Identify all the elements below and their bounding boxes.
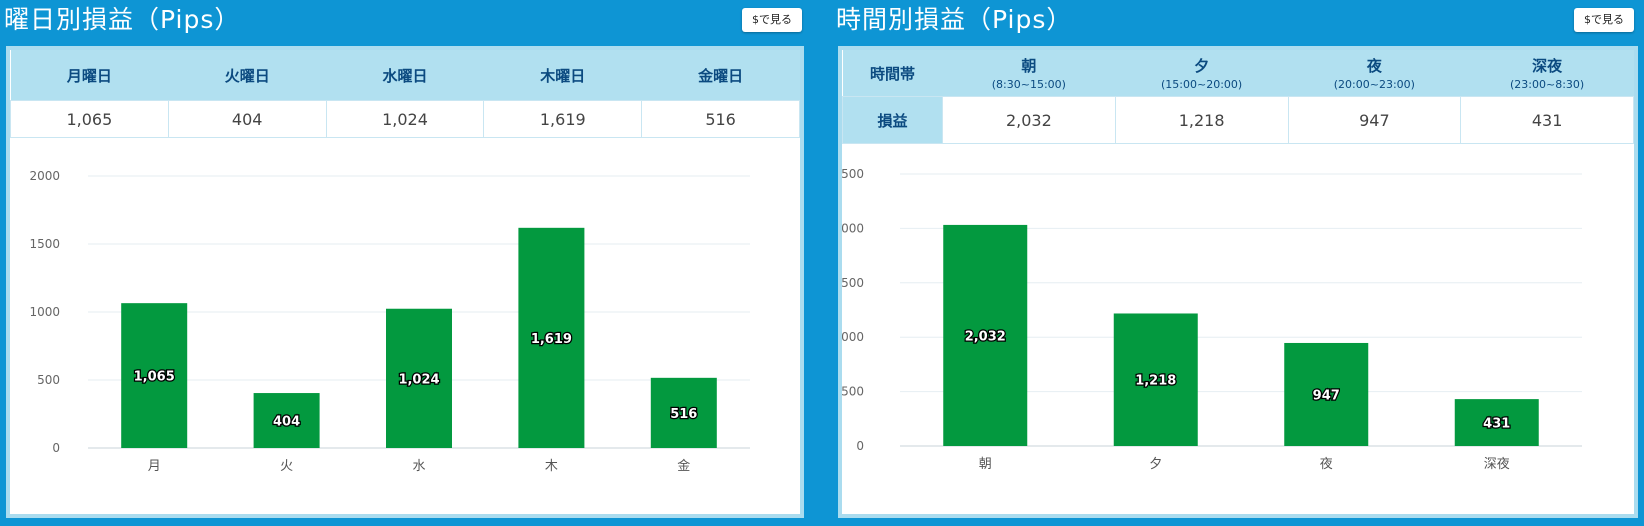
bar bbox=[518, 227, 585, 448]
timeslot-header-latenight: 深夜 (23:00~8:30) bbox=[1460, 50, 1634, 97]
weekday-panel-title: 曜日別損益（Pips） bbox=[4, 5, 241, 34]
y-tick-label: 0 bbox=[856, 439, 864, 453]
bar bbox=[386, 308, 452, 448]
bar-data-label: 1,065 bbox=[134, 370, 175, 385]
bar bbox=[650, 377, 717, 448]
x-tick-label: 深夜 bbox=[1484, 457, 1510, 472]
x-tick-label: 水 bbox=[412, 459, 425, 474]
bar bbox=[1454, 399, 1539, 446]
timeslot-value-morning: 2,032 bbox=[942, 96, 1116, 144]
weekday-panel: 曜日別損益（Pips） $で見る 月曜日 火曜日 水曜日 木曜日 金曜日 1,0… bbox=[0, 0, 808, 526]
timeslot-header-night: 夜 (20:00~23:00) bbox=[1288, 50, 1461, 97]
bar-data-label: 516 bbox=[670, 407, 697, 422]
weekday-value-wed: 1,024 bbox=[325, 100, 485, 138]
weekday-value-fri: 516 bbox=[641, 100, 800, 138]
weekday-value-thu: 1,619 bbox=[483, 100, 643, 138]
y-tick-label: 2000 bbox=[842, 221, 864, 235]
timeslot-header-row: 時間帯 朝 (8:30~15:00) 夕 (15:00~20:00) 夜 (20:00… bbox=[842, 50, 1634, 97]
y-tick-label: 1000 bbox=[842, 330, 864, 344]
x-tick-label: 金 bbox=[677, 458, 690, 474]
timeslot-header-morning: 朝 (8:30~15:00) bbox=[942, 50, 1116, 97]
bar bbox=[1284, 342, 1369, 446]
timeslot-bar-chart: 0 500 1000 1500 2000 2500 2,032 朝 1,218 夕 947 夜 431 深… bbox=[842, 167, 1582, 472]
y-tick-label: 1500 bbox=[29, 237, 60, 251]
bar-data-label: 1,619 bbox=[531, 332, 572, 347]
weekday-value-row: 1,065 404 1,024 1,619 516 bbox=[10, 100, 800, 138]
timeslot-value-evening: 1,218 bbox=[1114, 96, 1289, 144]
timeslot-value-night: 947 bbox=[1287, 96, 1462, 144]
weekday-header-row: 月曜日 火曜日 水曜日 木曜日 金曜日 bbox=[10, 50, 800, 101]
bar-data-label: 431 bbox=[1483, 417, 1510, 432]
weekday-usd-button[interactable]: $で見る bbox=[742, 8, 802, 32]
weekday-card: 月曜日 火曜日 水曜日 木曜日 金曜日 1,065 404 1,024 1,61… bbox=[6, 46, 804, 518]
bar bbox=[121, 303, 188, 448]
timeslot-panel: 時間別損益（Pips） $で見る 時間帯 朝 (8:30~15:00) 夕 (15:… bbox=[832, 0, 1644, 526]
weekday-header-tue: 火曜日 bbox=[168, 50, 327, 101]
y-tick-label: 2000 bbox=[29, 169, 60, 183]
timeslot-summary-table: 時間帯 朝 (8:30~15:00) 夕 (15:00~20:00) 夜 (20:00… bbox=[842, 50, 1634, 144]
weekday-value-mon: 1,065 bbox=[10, 100, 169, 138]
y-tick-label: 500 bbox=[842, 385, 864, 399]
y-tick-label: 0 bbox=[52, 441, 60, 455]
x-tick-label: 夕 bbox=[1149, 457, 1162, 472]
bar bbox=[943, 224, 1028, 446]
timeslot-panel-title: 時間別損益（Pips） bbox=[836, 5, 1073, 34]
timeslot-corner-label: 時間帯 bbox=[842, 50, 943, 97]
bar-data-label: 404 bbox=[273, 415, 300, 430]
timeslot-row-label: 損益 bbox=[842, 96, 943, 144]
bar-data-label: 1,024 bbox=[398, 372, 439, 387]
y-tick-label: 1500 bbox=[842, 276, 864, 290]
bar bbox=[1113, 313, 1198, 446]
weekday-header-mon: 月曜日 bbox=[10, 50, 169, 101]
y-tick-label: 1000 bbox=[29, 305, 60, 319]
x-tick-label: 夜 bbox=[1320, 457, 1333, 472]
weekday-value-tue: 404 bbox=[167, 100, 327, 138]
bar-data-label: 2,032 bbox=[965, 329, 1006, 344]
y-tick-label: 500 bbox=[37, 373, 60, 387]
timeslot-header-evening: 夕 (15:00~20:00) bbox=[1115, 50, 1288, 97]
bar-data-label: 1,218 bbox=[1135, 374, 1176, 389]
weekday-bar-chart: 0 500 1000 1500 2000 1,065 月 404 火 1,024 水 1,619 木 51… bbox=[29, 169, 750, 474]
y-tick-label: 2500 bbox=[842, 167, 864, 181]
timeslot-value-row: 損益 2,032 1,218 947 431 bbox=[842, 96, 1634, 144]
weekday-header-thu: 木曜日 bbox=[483, 50, 642, 101]
x-tick-label: 木 bbox=[545, 459, 558, 474]
weekday-header-fri: 金曜日 bbox=[641, 50, 800, 101]
x-tick-label: 朝 bbox=[979, 457, 992, 472]
bar-data-label: 947 bbox=[1313, 388, 1340, 403]
timeslot-value-latenight: 431 bbox=[1460, 96, 1634, 144]
weekday-summary-table: 月曜日 火曜日 水曜日 木曜日 金曜日 1,065 404 1,024 1,61… bbox=[10, 50, 800, 138]
x-tick-label: 月 bbox=[148, 459, 161, 474]
timeslot-card: 時間帯 朝 (8:30~15:00) 夕 (15:00~20:00) 夜 (20:00… bbox=[838, 46, 1638, 518]
bar bbox=[253, 393, 320, 448]
timeslot-usd-button[interactable]: $で見る bbox=[1574, 8, 1634, 32]
weekday-header-wed: 水曜日 bbox=[326, 50, 484, 101]
x-tick-label: 火 bbox=[280, 459, 293, 474]
